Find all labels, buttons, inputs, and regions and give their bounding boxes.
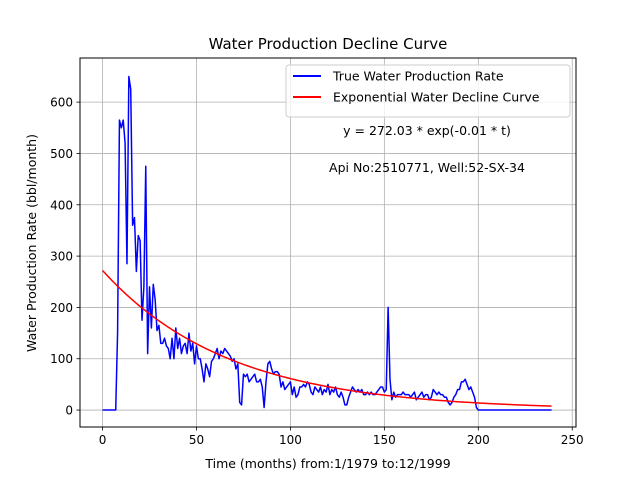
y-axis-label: Water Production Rate (bbl/month) (24, 134, 39, 352)
series-line-true-rate (102, 75, 552, 411)
series-line-exponential (101, 269, 552, 407)
plot-frame (79, 57, 577, 428)
x-tick-label: 0 (99, 433, 107, 447)
grid-lines (80, 58, 576, 427)
x-tick-label: 200 (467, 433, 490, 447)
y-tick-label: 200 (50, 301, 73, 315)
x-tick-label: 100 (279, 433, 302, 447)
y-tick-label: 300 (50, 250, 73, 264)
x-tick-label: 150 (373, 433, 396, 447)
legend-label-exponential: Exponential Water Decline Curve (333, 90, 540, 105)
well-annotation: Api No:2510771, Well:52-SX-34 (329, 160, 525, 175)
series-layer (101, 75, 552, 411)
x-tick-label: 250 (561, 433, 584, 447)
y-tick-label: 400 (50, 198, 73, 212)
y-tick-label: 0 (65, 404, 73, 418)
y-axis-ticks: 0 100 200 300 400 500 600 (50, 96, 80, 418)
legend: True Water Production Rate Exponential W… (285, 64, 571, 118)
y-tick-label: 600 (50, 96, 73, 110)
equation-annotation: y = 272.03 * exp(-0.01 * t) (343, 123, 511, 138)
y-tick-label: 500 (50, 147, 73, 161)
x-axis-label: Time (months) from:1/1979 to:12/1999 (204, 456, 450, 471)
legend-label-true-rate: True Water Production Rate (332, 69, 504, 84)
chart-title: Water Production Decline Curve (209, 35, 448, 53)
x-axis-ticks: 0 50 100 150 200 250 (99, 427, 584, 447)
y-tick-label: 100 (50, 352, 73, 366)
x-tick-label: 50 (189, 433, 204, 447)
legend-box (285, 64, 571, 118)
